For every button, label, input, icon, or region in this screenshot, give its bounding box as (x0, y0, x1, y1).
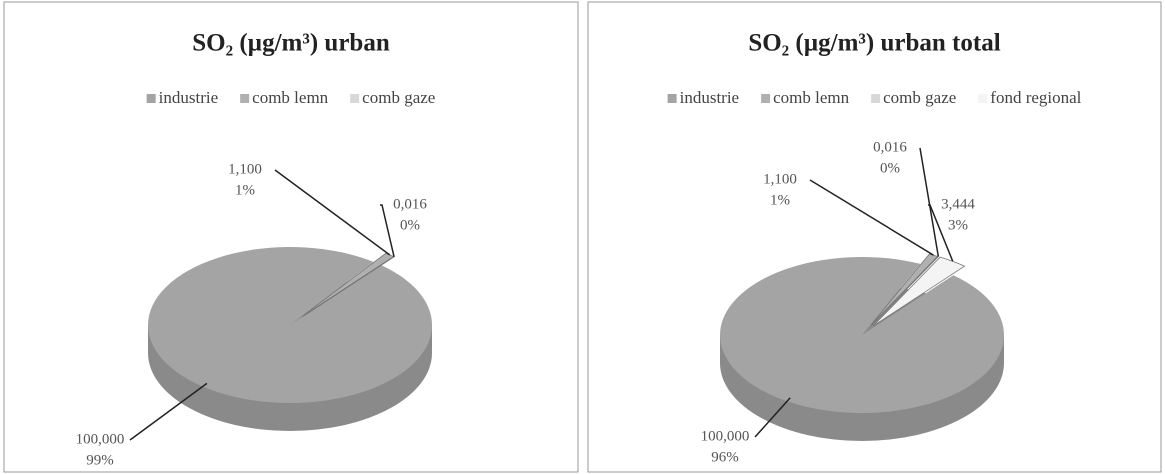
leader-line (919, 147, 940, 257)
data-label: 0% (400, 217, 420, 233)
data-label: 100,000 (76, 431, 125, 447)
data-label: 3,444 (941, 196, 975, 212)
data-label: 0,016 (873, 139, 907, 155)
chart-title: SO₂ (µg/m³) urban total (748, 30, 1000, 57)
pie-slice (719, 256, 1004, 413)
data-label: 96% (711, 449, 739, 465)
data-label: 100,000 (701, 428, 750, 444)
data-label: 1% (235, 182, 255, 198)
legend-swatch (146, 94, 156, 103)
leader-line (754, 397, 791, 438)
leader-line (809, 179, 934, 256)
pie-slice (148, 247, 433, 404)
legend-label: comb lemn (252, 88, 329, 107)
legend-label: industrie (159, 88, 219, 107)
data-label: 3% (948, 217, 968, 233)
legend-label: comb gaze (883, 88, 956, 107)
data-label: 99% (86, 452, 114, 468)
legend-swatch (667, 94, 677, 103)
legend-swatch (978, 94, 988, 103)
legend-label: comb lemn (773, 88, 850, 107)
chart-title: SO₂ (µg/m³) urban (192, 30, 390, 57)
legend-swatch (350, 94, 360, 103)
legend-swatch (761, 94, 771, 103)
legend-label: comb gaze (362, 88, 435, 107)
data-label: 1,100 (763, 171, 797, 187)
leader-line (380, 204, 395, 257)
data-label: 0% (880, 160, 900, 176)
leader-line (129, 382, 208, 441)
leader-line (274, 169, 391, 256)
data-label: 1,100 (228, 161, 262, 177)
data-label: 1% (770, 192, 790, 208)
leader-line (928, 204, 954, 262)
legend-swatch (240, 94, 250, 103)
data-label: 0,016 (393, 196, 427, 212)
legend-label: industrie (680, 88, 740, 107)
legend-label: fond regional (990, 88, 1081, 107)
legend-swatch (871, 94, 881, 103)
